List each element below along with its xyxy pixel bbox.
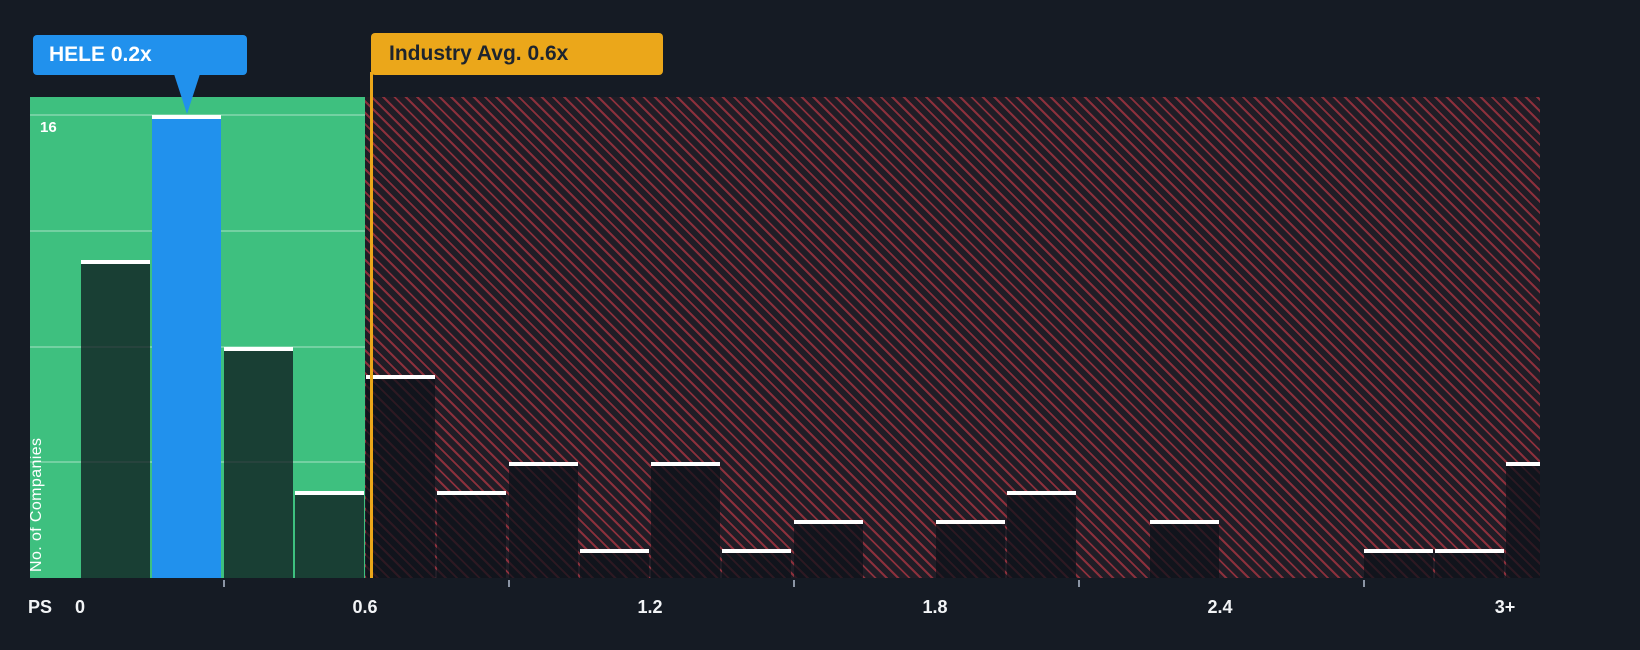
- histogram-bar[interactable]: [722, 549, 792, 578]
- y-axis-label: No. of Companies: [30, 437, 45, 572]
- overvalued-hatched-region: [365, 97, 1540, 578]
- x-minor-tick: [507, 580, 510, 587]
- histogram-bar[interactable]: [508, 462, 578, 578]
- company-callout-pointer: [174, 74, 200, 114]
- x-tick-label: 1.8: [922, 597, 948, 617]
- histogram-bar[interactable]: [651, 462, 720, 578]
- plot-area: 16 No. of Companies: [30, 97, 1540, 578]
- histogram-bar[interactable]: [294, 491, 364, 578]
- histogram-bar[interactable]: [437, 491, 507, 578]
- x-minor-tick: [792, 580, 795, 587]
- histogram-bar[interactable]: [1506, 462, 1540, 578]
- histogram-bar[interactable]: [366, 375, 435, 578]
- industry-average-line: [370, 72, 373, 578]
- histogram-bar[interactable]: [1363, 549, 1433, 578]
- x-minor-tick: [1077, 580, 1080, 587]
- histogram-bar[interactable]: [1149, 520, 1219, 578]
- y-max-gridline-label: 16: [40, 119, 57, 136]
- company-callout: HELE 0.2x: [33, 35, 247, 75]
- histogram-bar[interactable]: [223, 346, 293, 578]
- histogram-bar[interactable]: [1007, 491, 1077, 578]
- x-tick-label: 3+: [1494, 597, 1516, 617]
- histogram-bar[interactable]: [936, 520, 1005, 578]
- histogram-bar[interactable]: [81, 259, 150, 578]
- industry-average-callout: Industry Avg. 0.6x: [371, 33, 663, 75]
- histogram-bar[interactable]: [793, 520, 863, 578]
- x-tick-label: 0.6: [352, 597, 378, 617]
- histogram-bar[interactable]: [579, 549, 649, 578]
- histogram-bar[interactable]: [1434, 549, 1504, 578]
- x-axis-prefix-label: PS: [28, 597, 53, 617]
- x-tick-label: 2.4: [1207, 597, 1233, 617]
- x-tick-label: 0: [74, 597, 86, 617]
- hele-bar[interactable]: [152, 115, 222, 578]
- x-minor-tick: [222, 580, 225, 587]
- x-tick-label: 1.2: [637, 597, 663, 617]
- x-minor-tick: [1362, 580, 1365, 587]
